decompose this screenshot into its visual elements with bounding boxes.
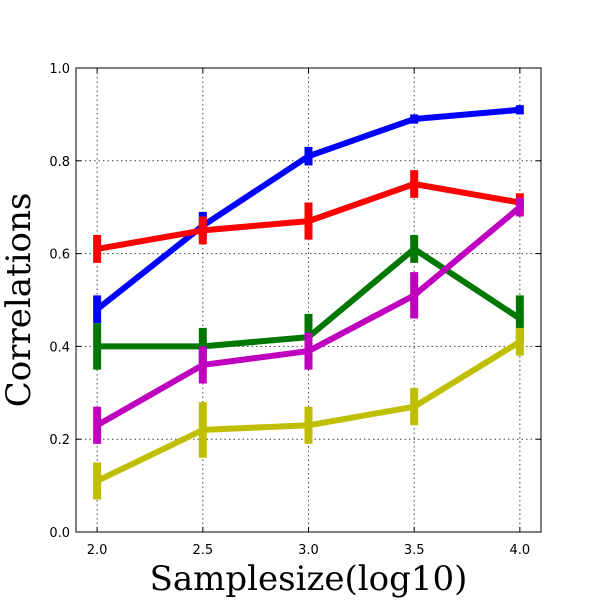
y-tick-label: 0.6 (49, 248, 70, 263)
series-red (93, 170, 524, 263)
x-axis-label: Samplesize(log10) (150, 559, 468, 599)
y-tick-label: 0.4 (49, 340, 70, 355)
series-yellow (93, 327, 524, 500)
y-tick-label: 0.2 (49, 433, 70, 448)
y-axis-label: Correlations (0, 193, 39, 408)
x-tick-label: 2.0 (87, 543, 108, 558)
x-tick-label: 2.5 (192, 543, 213, 558)
y-tick-label: 0.0 (49, 526, 70, 541)
series-magenta (93, 197, 524, 444)
grid (76, 67, 541, 533)
series-layer (93, 105, 524, 500)
x-tick-label: 3.5 (404, 543, 425, 558)
y-tick-label: 0.8 (49, 155, 70, 170)
ticks: 2.0 2.5 3.0 3.5 4.0 0.0 0.2 0.4 0.6 0.8 1.0 (49, 62, 541, 558)
x-tick-label: 4.0 (510, 543, 531, 558)
y-tick-label: 1.0 (49, 62, 70, 77)
x-tick-label: 3.0 (298, 543, 319, 558)
plot-frame (75, 67, 542, 533)
